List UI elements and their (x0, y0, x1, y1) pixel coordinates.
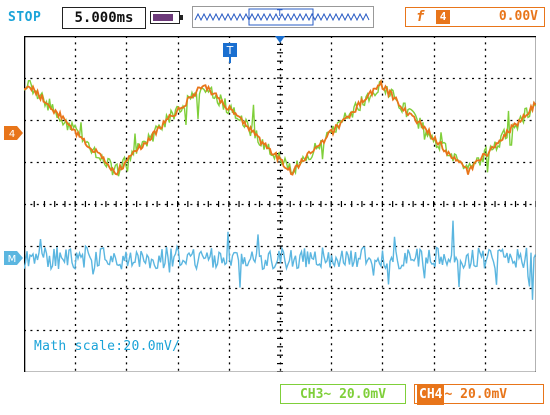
overview-waveform-icon: T (194, 8, 370, 26)
ch4-scale-value: ~ 20.0mV (444, 387, 508, 402)
trigger-position-marker[interactable]: T (222, 42, 240, 64)
top-status-bar: STOP 5.000ms T f 4 0.00V (0, 0, 550, 36)
graticule (24, 36, 536, 372)
timebase-readout[interactable]: 5.000ms (62, 7, 146, 29)
ch4-ground-marker[interactable]: 4 (4, 126, 24, 140)
run-state-indicator[interactable]: STOP (8, 10, 42, 25)
trigger-level: 0.00V (498, 9, 538, 24)
overview-trigger-mark: T (276, 9, 283, 19)
math-scale-label: Math scale:20.0mV/ (34, 339, 181, 354)
scope-display[interactable] (24, 36, 536, 372)
battery-icon (150, 11, 183, 24)
math-ground-marker[interactable]: M (4, 251, 24, 265)
ch4-tag: CH4 (417, 385, 445, 405)
svg-text:4: 4 (9, 129, 15, 140)
waveform-overview[interactable]: T (192, 6, 374, 28)
math-waveform (24, 220, 536, 300)
trigger-arrow-icon (275, 36, 285, 43)
svg-text:T: T (226, 44, 234, 57)
trigger-source-badge: 4 (436, 10, 450, 24)
bottom-status-bar: CH3~ 20.0mV CH4 ~ 20.0mV (0, 380, 550, 415)
ch4-scale-readout[interactable]: CH4 ~ 20.0mV (414, 384, 544, 405)
trigger-readout[interactable]: f 4 0.00V (405, 7, 545, 27)
ch3-scale-readout[interactable]: CH3~ 20.0mV (280, 384, 406, 404)
trigger-edge-icon: f (416, 9, 425, 25)
ch4-waveform (24, 78, 536, 176)
svg-text:M: M (8, 254, 17, 265)
